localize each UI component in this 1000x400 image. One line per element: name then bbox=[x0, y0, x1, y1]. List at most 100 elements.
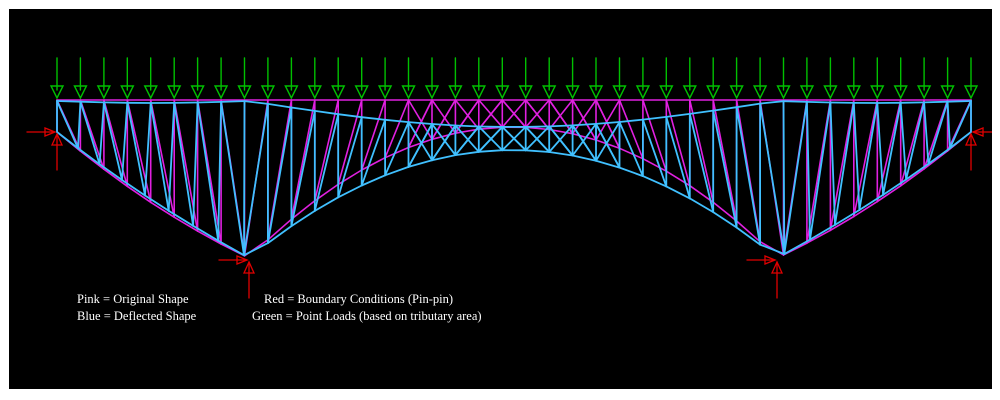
original-diagonal bbox=[852, 99, 879, 218]
load-arrow-icon bbox=[49, 57, 65, 100]
deflected-top-chord bbox=[688, 109, 715, 115]
load-arrow-head bbox=[143, 85, 158, 100]
load-arrow-head bbox=[331, 85, 346, 100]
original-bottom-chord bbox=[149, 201, 175, 218]
deflected-diagonal bbox=[313, 113, 340, 212]
original-cross-diagonal bbox=[454, 99, 480, 134]
original-cross-diagonal bbox=[595, 99, 621, 141]
deflected-top-chord bbox=[642, 116, 668, 121]
original-bottom-chord bbox=[360, 156, 386, 171]
deflected-diagonal bbox=[858, 102, 879, 211]
deflected-vertical bbox=[144, 102, 152, 197]
deflected-bottom-chord bbox=[571, 154, 597, 162]
load-arrow-head bbox=[542, 85, 557, 100]
deflected-bottom-chord bbox=[192, 224, 220, 242]
deflected-vertical bbox=[829, 101, 836, 226]
original-diagonal bbox=[688, 99, 715, 204]
deflected-top-chord bbox=[243, 100, 269, 105]
load-arrow-icon bbox=[260, 57, 276, 100]
load-arrow-icon bbox=[588, 57, 604, 100]
pin-support-icon bbox=[26, 127, 64, 171]
boundary-conditions bbox=[26, 127, 992, 299]
deflected-vertical bbox=[782, 100, 786, 255]
load-arrow-head bbox=[963, 85, 979, 100]
deflected-diagonal bbox=[79, 100, 101, 166]
pin-support-icon bbox=[218, 255, 256, 299]
deflected-diagonal bbox=[196, 101, 220, 242]
original-diagonal bbox=[290, 99, 316, 221]
deflected-bottom-chord bbox=[524, 149, 551, 153]
original-bottom-chord bbox=[196, 230, 222, 245]
load-arrow-icon bbox=[518, 57, 533, 100]
load-arrow-icon bbox=[73, 57, 88, 100]
deflected-bottom-chord bbox=[56, 131, 79, 150]
load-arrow-head bbox=[167, 85, 182, 100]
load-arrow-icon bbox=[706, 57, 721, 100]
load-arrow-head bbox=[823, 85, 838, 100]
original-diagonal bbox=[712, 99, 738, 222]
load-arrow-head bbox=[893, 85, 908, 100]
deflected-vertical bbox=[852, 102, 861, 211]
deflected-top-chord bbox=[712, 106, 738, 112]
deflected-top-chord bbox=[79, 100, 105, 104]
deflected-top-chord bbox=[806, 101, 832, 104]
original-cross-diagonal bbox=[571, 99, 597, 135]
load-arrow-head bbox=[424, 85, 440, 100]
load-arrow-icon bbox=[471, 57, 486, 100]
deflected-vertical bbox=[217, 101, 223, 242]
deflected-bottom-chord bbox=[618, 166, 644, 178]
deflected-bottom-chord bbox=[688, 197, 715, 214]
load-arrow-icon bbox=[729, 57, 744, 100]
load-arrow-icon bbox=[190, 57, 205, 100]
legend-original-shape: Pink = Original Shape bbox=[77, 292, 189, 306]
original-cross-diagonal bbox=[431, 99, 457, 134]
deflected-bottom-chord bbox=[759, 243, 786, 255]
original-bottom-chord bbox=[384, 146, 410, 159]
legend-point-loads: Green = Point Loads (based on tributary … bbox=[252, 309, 482, 323]
deflected-diagonal bbox=[360, 118, 387, 187]
load-arrow-head bbox=[213, 85, 229, 100]
deflected-vertical bbox=[923, 101, 930, 165]
original-bottom-chord bbox=[431, 132, 457, 141]
deflected-bottom-chord bbox=[454, 150, 480, 157]
deflected-vertical bbox=[243, 100, 246, 257]
deflected-top-chord bbox=[313, 110, 340, 116]
load-arrow-icon bbox=[893, 57, 908, 100]
support-horizontal-arrowhead bbox=[971, 127, 984, 137]
load-arrow-icon bbox=[612, 57, 627, 100]
deflected-vertical bbox=[876, 102, 884, 196]
load-arrow-icon bbox=[284, 57, 299, 100]
original-cross-diagonal bbox=[501, 99, 527, 128]
deflected-top-chord bbox=[290, 106, 316, 112]
original-bottom-chord bbox=[290, 200, 316, 221]
load-arrow-icon bbox=[799, 57, 815, 100]
original-cross-diagonal bbox=[477, 99, 504, 130]
deflected-bottom-chord bbox=[407, 159, 433, 168]
original-bottom-chord bbox=[103, 168, 129, 188]
load-arrow-icon bbox=[565, 57, 580, 100]
deflected-diagonal bbox=[337, 116, 363, 199]
legend-deflected-shape: Blue = Deflected Shape bbox=[77, 309, 197, 323]
legend-shapes: Pink = Original Shape Blue = Deflected S… bbox=[77, 291, 196, 325]
load-arrow-head bbox=[916, 85, 932, 100]
load-arrow-icon bbox=[823, 57, 838, 100]
load-arrow-icon bbox=[120, 57, 135, 100]
deflected-bottom-chord bbox=[712, 211, 738, 229]
original-bottom-chord bbox=[852, 200, 879, 218]
deflected-top-chord bbox=[665, 113, 691, 118]
load-arrow-head bbox=[752, 85, 768, 100]
original-bottom-chord bbox=[571, 132, 597, 141]
deflected-diagonal bbox=[243, 103, 269, 257]
deflected-cross-diagonal bbox=[595, 121, 621, 162]
truss-diagram bbox=[26, 57, 992, 299]
deflected-cross-diagonal bbox=[548, 125, 574, 157]
load-arrow-head bbox=[354, 85, 369, 100]
load-arrow-icon bbox=[495, 57, 510, 100]
legend-boundary-conditions: Red = Boundary Conditions (Pin-pin) bbox=[264, 292, 453, 306]
deflected-bottom-chord bbox=[144, 194, 170, 212]
deflected-cross-diagonal bbox=[548, 124, 574, 153]
deflected-diagonal bbox=[642, 118, 668, 188]
load-arrow-head bbox=[518, 85, 533, 100]
original-cross-diagonal bbox=[454, 99, 480, 130]
load-arrow-head bbox=[49, 85, 65, 100]
